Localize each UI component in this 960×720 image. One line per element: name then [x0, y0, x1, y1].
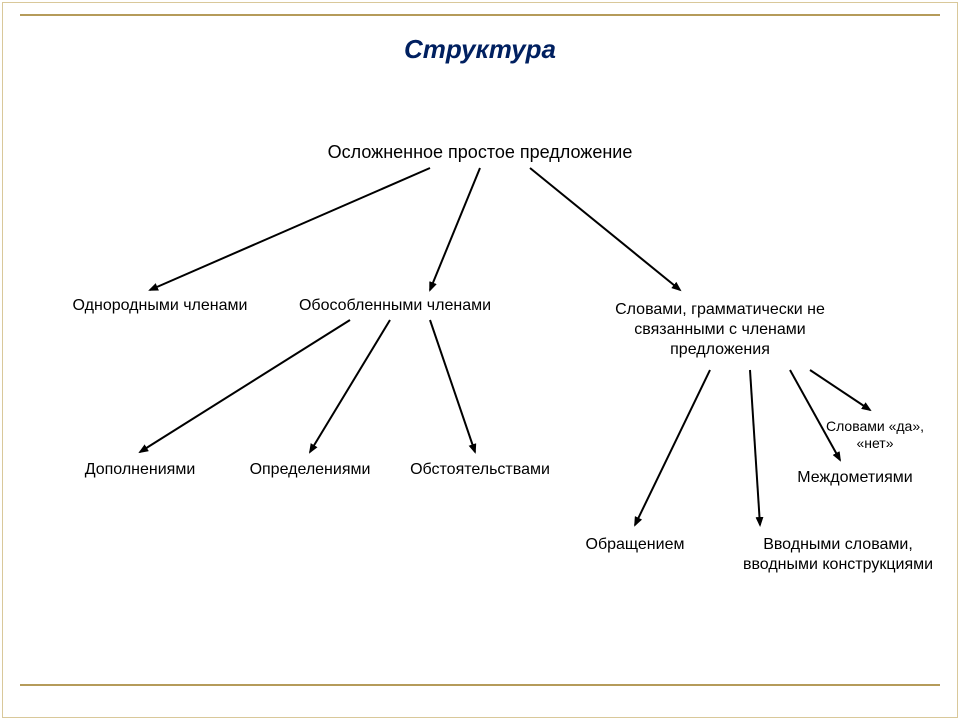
diagram-node-vvod: Вводными словами, вводными конструкциями: [678, 535, 960, 575]
diagram-node-da: Словами «да», «нет»: [715, 418, 960, 453]
diagram-node-isolat: Обособленными членами: [235, 296, 555, 316]
slide-title: Структура: [0, 34, 960, 65]
diagram-node-mej: Междометиями: [695, 468, 960, 488]
slide-outer-frame: [2, 2, 958, 718]
diagram-node-root: Осложненное простое предложение: [320, 141, 640, 164]
diagram-node-obs: Обстоятельствами: [320, 460, 640, 480]
slide-accent-bottom: [20, 684, 940, 686]
slide-accent-top: [20, 14, 940, 16]
diagram-node-unrel: Словами, грамматически не связанными с ч…: [560, 300, 880, 360]
